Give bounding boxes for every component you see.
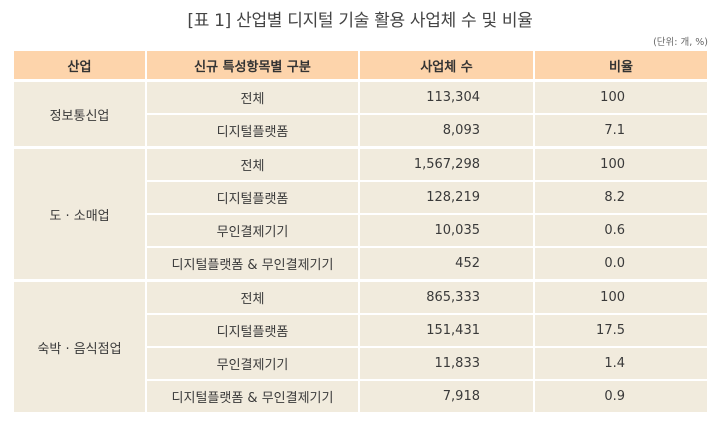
- category-cell: 전체: [145, 146, 360, 182]
- ratio-cell: 0.0: [533, 246, 709, 282]
- ratio-cell: 100: [533, 79, 709, 115]
- table-row: 디지털플랫폼 128,219 8.2: [13, 180, 709, 215]
- category-cell: 디지털플랫폼 & 무인결제기기: [145, 246, 360, 282]
- table-row: 정보통신업 전체 113,304 100: [12, 79, 709, 149]
- count-cell: 7,918: [358, 379, 535, 414]
- category-cell: 디지털플랫폼 & 무인결제기기: [145, 379, 360, 414]
- table-title: [표 1] 산업별 디지털 기술 활용 사업체 수 및 비율: [187, 11, 533, 31]
- header-ratio: 비율: [533, 49, 709, 82]
- table-row: 디지털플랫폼 & 무인결제기기 7,918 0.9: [13, 379, 709, 414]
- ratio-cell: 0.6: [533, 213, 709, 248]
- industry-cell: 도 · 소매업: [12, 146, 147, 282]
- category-cell: 디지털플랫폼: [145, 113, 360, 149]
- industry-cell: 정보통신업: [12, 79, 147, 149]
- header-category: 신규 특성항목별 구분: [145, 49, 360, 82]
- ratio-cell: 7.1: [533, 113, 709, 149]
- category-cell: 디지털플랫폼: [145, 180, 360, 215]
- count-cell: 452: [358, 246, 535, 282]
- table-row: 디지털플랫폼 8,093 7.1: [13, 113, 709, 149]
- count-cell: 865,333: [358, 279, 535, 315]
- table-row: 디지털플랫폼 & 무인결제기기 452 0.0: [13, 246, 709, 282]
- count-cell: 1,567,298: [358, 146, 535, 182]
- table-row: 디지털플랫폼 151,431 17.5: [13, 313, 709, 348]
- count-cell: 128,219: [358, 180, 535, 215]
- unit-note: (단위: 개, %): [653, 37, 708, 48]
- header-industry: 산업: [12, 49, 147, 82]
- industry-digital-tech-table: 산업 신규 특성항목별 구분 사업체 수 비율 정보통신업 전체 113,304…: [12, 49, 709, 414]
- count-cell: 10,035: [358, 213, 535, 248]
- ratio-cell: 100: [533, 279, 709, 315]
- header-row: 산업 신규 특성항목별 구분 사업체 수 비율: [12, 49, 709, 82]
- table-row: 무인결제기기 10,035 0.6: [13, 213, 709, 248]
- ratio-cell: 1.4: [533, 346, 709, 381]
- ratio-cell: 0.9: [533, 379, 709, 414]
- count-cell: 113,304: [358, 79, 535, 115]
- category-cell: 무인결제기기: [145, 213, 360, 248]
- industry-cell: 숙박 · 음식점업: [12, 279, 147, 414]
- table-row: 무인결제기기 11,833 1.4: [13, 346, 709, 381]
- table-row: 숙박 · 음식점업 전체 865,333 100: [12, 279, 709, 414]
- count-cell: 151,431: [358, 313, 535, 348]
- ratio-cell: 8.2: [533, 180, 709, 215]
- category-cell: 디지털플랫폼: [145, 313, 360, 348]
- category-cell: 무인결제기기: [145, 346, 360, 381]
- header-count: 사업체 수: [358, 49, 535, 82]
- count-cell: 11,833: [358, 346, 535, 381]
- count-cell: 8,093: [358, 113, 535, 149]
- category-cell: 전체: [145, 279, 360, 315]
- category-cell: 전체: [145, 79, 360, 115]
- ratio-cell: 100: [533, 146, 709, 182]
- table-row: 도 · 소매업 전체 1,567,298 100: [12, 146, 709, 282]
- ratio-cell: 17.5: [533, 313, 709, 348]
